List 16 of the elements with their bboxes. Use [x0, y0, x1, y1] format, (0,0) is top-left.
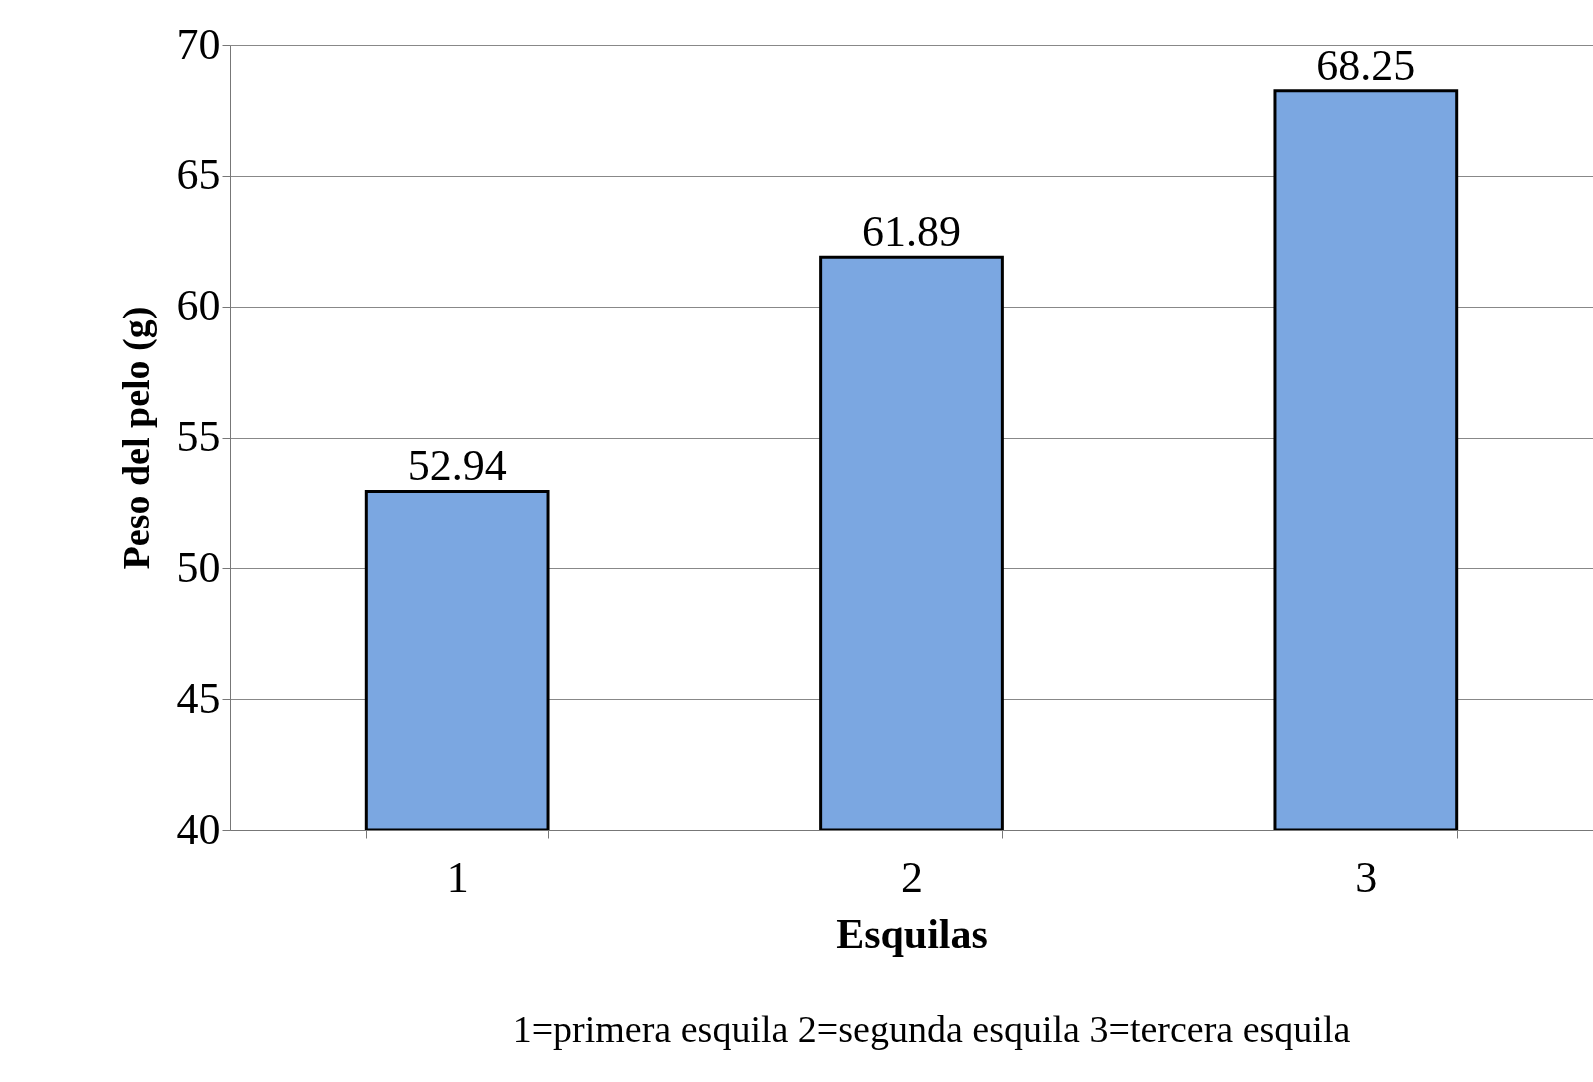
y-tick-label: 65: [176, 150, 221, 200]
y-tick-label: 40: [176, 804, 221, 854]
y-tick-label: 60: [176, 281, 221, 331]
x-axis-title: Esquilas: [836, 910, 988, 957]
x-tick-label: 3: [1355, 852, 1378, 902]
x-tick-label: 2: [901, 852, 923, 902]
y-tick-label: 45: [176, 673, 221, 723]
y-tick-label: 50: [176, 542, 221, 592]
y-tick-label: 70: [176, 19, 221, 69]
data-label: 61.89: [862, 207, 961, 257]
y-axis-title: Peso del pelo (g): [114, 306, 158, 570]
x-tick-label: 1: [446, 852, 469, 902]
text: 1=primera esquila 2=segunda esquila 3=tercera esquila: [512, 1008, 1351, 1050]
data-label: 68.25: [1316, 40, 1416, 90]
data-label: 52.94: [407, 441, 507, 491]
y-tick-label: 55: [176, 412, 221, 461]
